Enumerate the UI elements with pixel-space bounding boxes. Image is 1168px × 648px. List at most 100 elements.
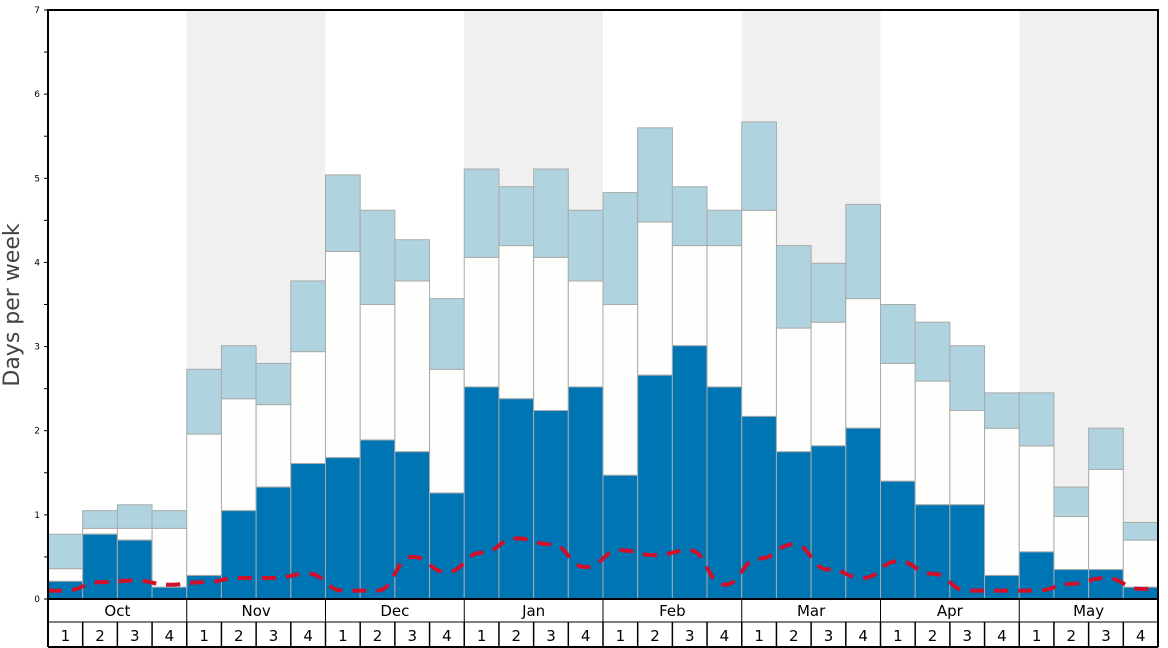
bar-bottom — [1088, 569, 1124, 600]
bar-middle — [359, 304, 396, 441]
bar-middle — [220, 398, 257, 512]
bar-middle — [984, 427, 1020, 576]
month-label-mar: Mar — [797, 602, 826, 620]
bar-top — [741, 121, 777, 211]
bar-middle — [1018, 445, 1055, 553]
bar-middle — [325, 250, 361, 459]
bar-bottom — [671, 345, 708, 600]
bar-top — [220, 345, 257, 400]
bar-bottom — [463, 386, 500, 600]
week-label: 4 — [1136, 627, 1146, 645]
week-label: 4 — [303, 627, 313, 645]
bar-middle — [706, 245, 743, 388]
bar-middle — [498, 245, 535, 400]
bar-bottom — [82, 533, 118, 600]
bar-middle — [255, 404, 292, 488]
bar-top — [116, 504, 153, 529]
week-label: 1 — [1032, 627, 1042, 645]
bar-middle — [602, 304, 639, 476]
bar-top — [186, 368, 222, 435]
bar-bottom — [116, 539, 153, 600]
bar-middle — [949, 410, 986, 506]
bar-middle — [151, 527, 188, 588]
bar-middle — [775, 327, 812, 453]
bar-middle — [290, 351, 326, 465]
week-label: 4 — [581, 627, 591, 645]
week-label: 1 — [338, 627, 348, 645]
bar-bottom — [325, 457, 361, 600]
month-label-jan: Jan — [521, 602, 545, 620]
bar-top — [949, 345, 986, 412]
bar-bottom — [394, 451, 431, 600]
axes: 0 1 2 3 4 5 6 7 Oct 1 2 3 4 Nov 1 2 3 4 Dec 1 2 3 4 Jan 1 2 3 4 Feb 1… — [34, 6, 1159, 648]
bar-bottom — [151, 586, 188, 600]
month-label-apr: Apr — [937, 602, 964, 620]
bar-top — [255, 362, 292, 406]
bar-top — [82, 510, 118, 529]
bar-bottom — [429, 492, 465, 600]
bar-top — [1088, 427, 1124, 470]
y-tick-label: 7 — [34, 6, 40, 16]
bar-bottom — [359, 439, 396, 600]
y-tick-label: 4 — [34, 258, 40, 268]
bar-middle — [116, 527, 153, 541]
week-label: 4 — [858, 627, 868, 645]
bar-top — [845, 203, 881, 300]
bar-bottom — [949, 504, 986, 600]
week-label: 3 — [962, 627, 972, 645]
week-label: 4 — [442, 627, 452, 645]
week-label: 2 — [789, 627, 799, 645]
week-label: 2 — [512, 627, 522, 645]
bar-middle — [1122, 539, 1159, 588]
week-label: 1 — [754, 627, 764, 645]
bar-top — [984, 392, 1020, 429]
month-label-may: May — [1073, 602, 1104, 620]
week-label: 1 — [477, 627, 487, 645]
bar-top — [151, 510, 188, 529]
month-label-feb: Feb — [659, 602, 686, 620]
week-label: 3 — [1101, 627, 1111, 645]
week-label: 2 — [234, 627, 244, 645]
bar-bottom — [220, 510, 257, 600]
bar-top — [429, 298, 465, 370]
bar-middle — [186, 433, 222, 576]
bar-bottom — [984, 574, 1020, 600]
bar-middle — [1088, 468, 1124, 571]
bar-middle — [845, 298, 881, 429]
bar-middle — [463, 256, 500, 388]
bar-middle — [637, 221, 673, 376]
week-label: 3 — [546, 627, 556, 645]
bar-middle — [394, 280, 431, 453]
week-label: 2 — [928, 627, 938, 645]
bar-bottom — [914, 504, 951, 600]
bar-middle — [914, 380, 951, 506]
bar-bottom — [186, 574, 222, 600]
bar-middle — [880, 362, 916, 482]
bar-bottom — [706, 386, 743, 600]
bar-top — [394, 239, 431, 282]
bar-top — [880, 304, 916, 364]
bar-bottom — [498, 398, 535, 600]
bar-middle — [47, 568, 84, 582]
bar-top — [1018, 392, 1055, 447]
week-label: 2 — [373, 627, 383, 645]
bar-middle — [82, 527, 118, 535]
week-label: 1 — [199, 627, 209, 645]
bar-bottom — [845, 427, 881, 600]
week-label: 3 — [130, 627, 140, 645]
week-label: 3 — [685, 627, 695, 645]
bar-top — [775, 245, 812, 329]
bar-top — [47, 533, 84, 570]
month-label-oct: Oct — [104, 602, 130, 620]
bar-top — [567, 209, 604, 282]
bar-top — [1053, 486, 1090, 518]
week-label: 3 — [407, 627, 417, 645]
bar-top — [533, 168, 569, 258]
y-tick-label: 6 — [34, 90, 40, 100]
y-tick-label: 3 — [34, 343, 40, 353]
week-label: 1 — [61, 627, 71, 645]
dashed-series-line — [48, 536, 1158, 593]
week-label: 3 — [824, 627, 834, 645]
bar-bottom — [810, 445, 847, 600]
bar-middle — [810, 321, 847, 447]
